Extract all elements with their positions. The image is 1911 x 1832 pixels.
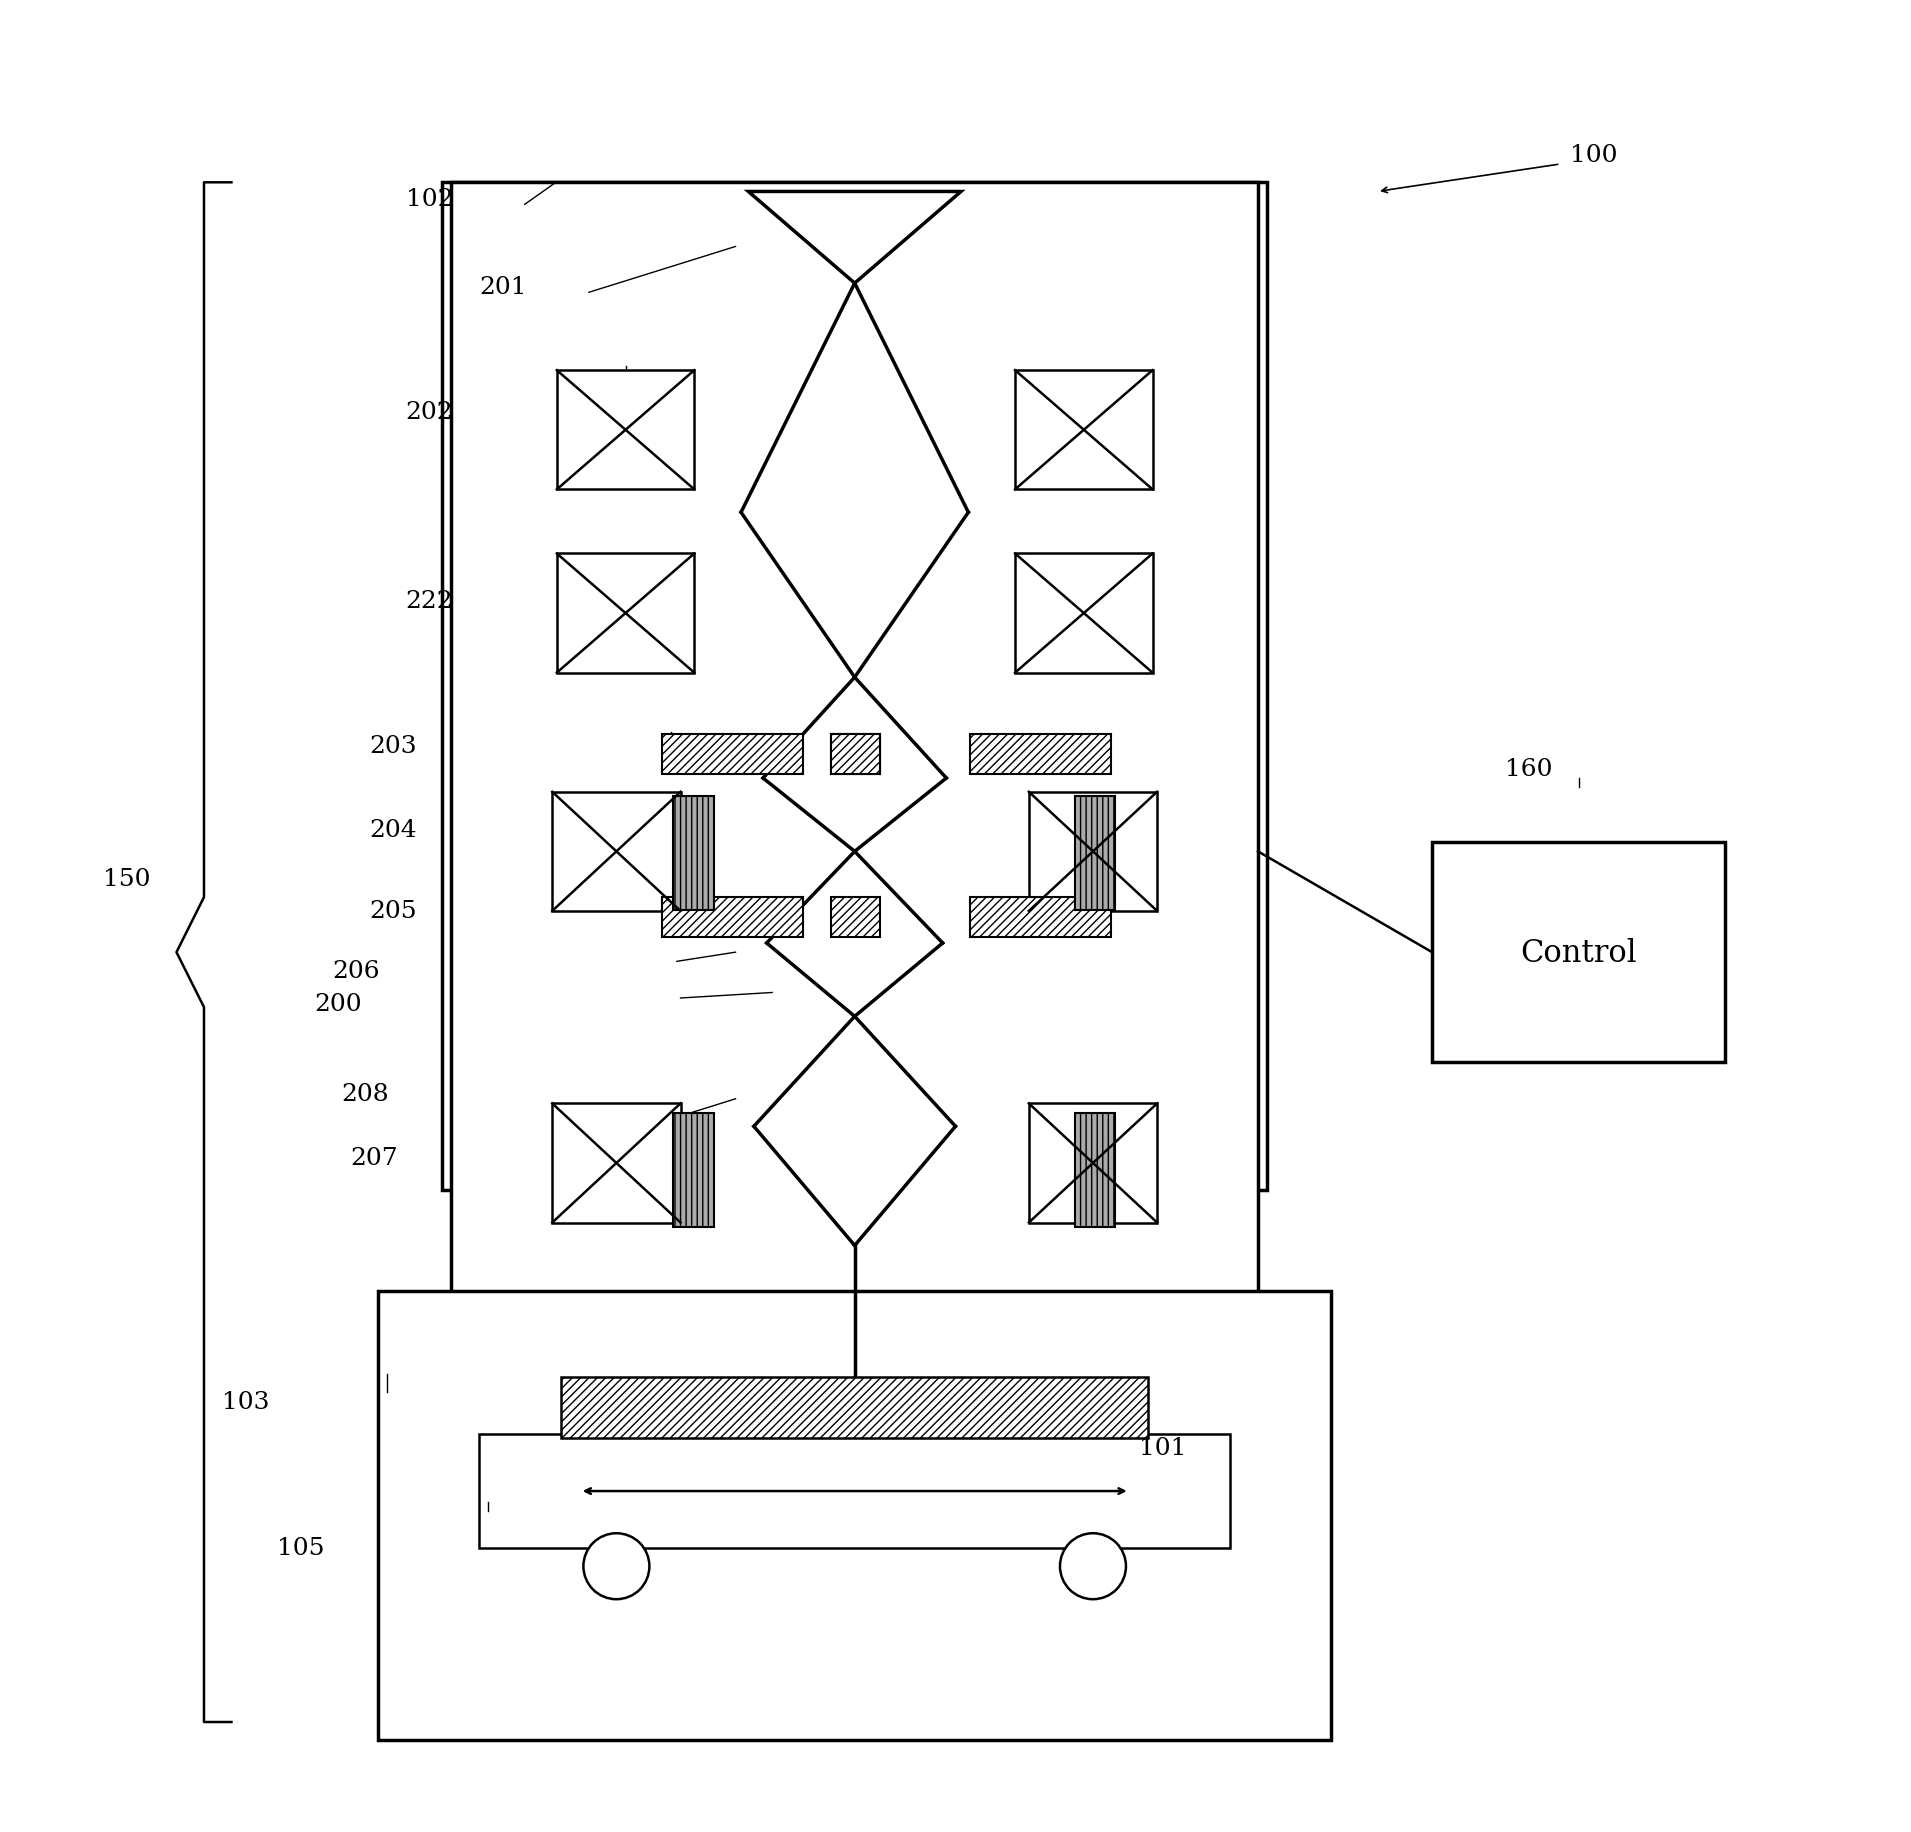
Text: 204: 204 [369,819,417,841]
Text: 207: 207 [350,1147,397,1169]
Text: 201: 201 [480,277,526,299]
Bar [971,898,1112,938]
Bar [552,1103,680,1224]
Bar [378,1292,1332,1740]
Bar [1015,370,1152,489]
Polygon shape [749,192,961,284]
Bar [831,735,881,775]
Text: 103: 103 [222,1390,269,1412]
Bar [451,183,1257,1319]
Text: 101: 101 [1139,1436,1187,1458]
Bar [673,797,713,911]
Bar [552,791,680,911]
Bar [663,898,803,938]
Text: 202: 202 [405,401,453,423]
Bar [1028,791,1158,911]
Bar [556,553,694,672]
Bar [831,898,881,938]
Text: 102: 102 [405,189,453,211]
Bar [831,735,881,775]
Bar [1074,797,1114,911]
Text: 200: 200 [313,993,361,1015]
Text: 205: 205 [369,900,417,921]
Bar [663,735,803,775]
Bar [971,735,1112,775]
Bar [1015,553,1152,672]
Text: 105: 105 [277,1537,325,1559]
Text: 203: 203 [369,735,417,757]
Bar [1431,843,1726,1063]
Text: 150: 150 [103,868,151,890]
Text: 222: 222 [405,590,453,612]
Text: 206: 206 [333,960,380,982]
Text: 160: 160 [1506,758,1554,780]
Bar [556,370,694,489]
Bar [480,1434,1231,1548]
Circle shape [1061,1533,1126,1599]
Text: Control: Control [1521,938,1638,967]
Text: 208: 208 [342,1083,390,1105]
Bar [1028,1103,1158,1224]
Bar [1074,1114,1114,1227]
Bar [441,183,1267,1191]
Bar [673,1114,713,1227]
Bar [562,1378,1149,1438]
Text: 100: 100 [1569,145,1617,167]
Circle shape [583,1533,650,1599]
